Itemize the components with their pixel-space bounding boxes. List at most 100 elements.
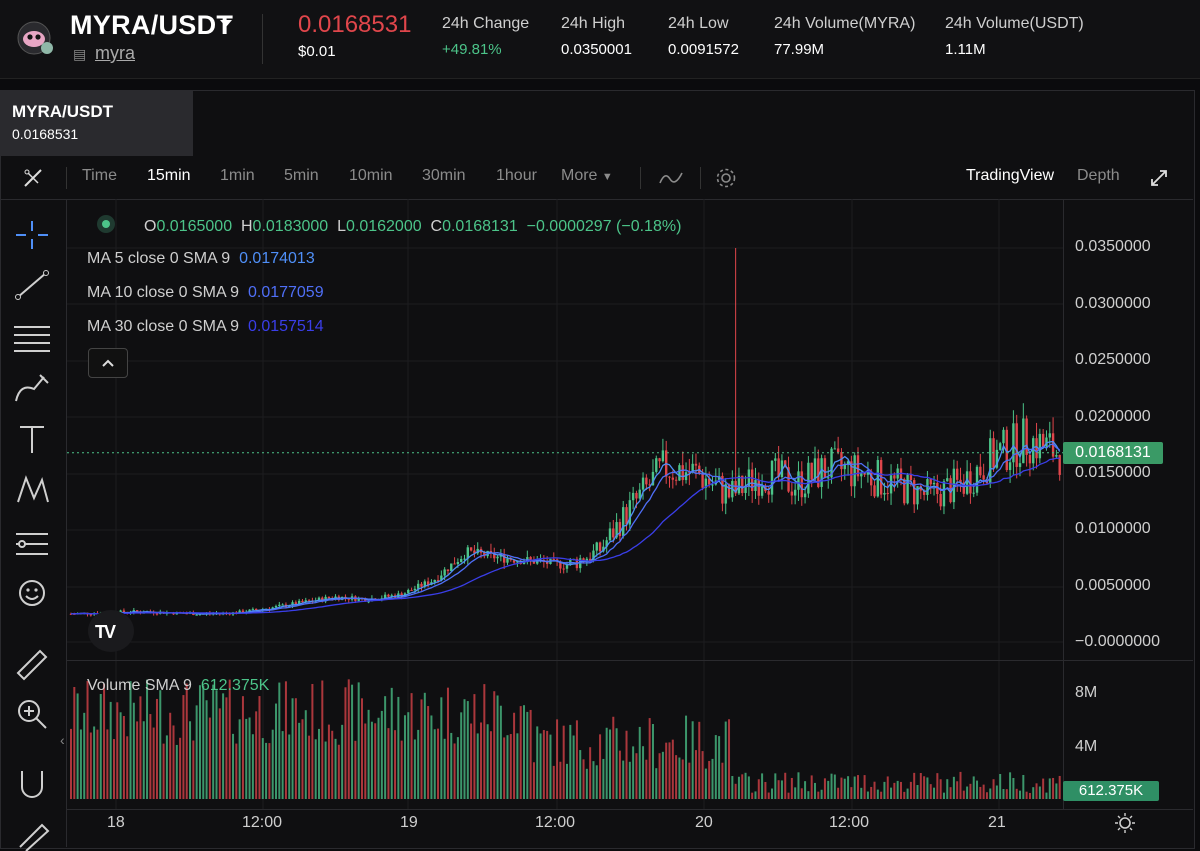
volume-bar — [714, 735, 717, 799]
view-tradingview[interactable]: TradingView — [966, 167, 1055, 184]
candle-body — [195, 614, 198, 616]
collapse-sidebar-icon[interactable]: ‹ — [60, 732, 65, 748]
trend-line-icon[interactable] — [12, 267, 52, 303]
volume-bar — [886, 776, 889, 799]
volume-bar — [926, 777, 929, 799]
volume-bar — [622, 760, 625, 799]
fib-lines-icon[interactable] — [12, 319, 52, 355]
ruler-icon[interactable] — [12, 645, 52, 681]
fullscreen-icon[interactable] — [1148, 167, 1170, 189]
volume-bar — [701, 751, 704, 799]
lock-drawing-icon[interactable] — [12, 815, 52, 851]
volume-bar — [513, 712, 516, 799]
volume-bar — [566, 763, 568, 799]
candle-body — [469, 547, 473, 551]
candle-body — [453, 563, 456, 565]
interval-10min[interactable]: 10min — [349, 167, 393, 184]
candle-body — [734, 480, 737, 494]
volume-bar — [410, 693, 413, 799]
more-label: More — [561, 167, 598, 184]
volume-bar — [883, 781, 886, 799]
emoji-icon[interactable] — [12, 575, 52, 611]
volume-bar — [384, 696, 387, 799]
volume-bar — [728, 719, 731, 799]
candle-body — [810, 462, 813, 480]
interval-1min[interactable]: 1min — [220, 167, 255, 184]
caret-down-icon[interactable] — [220, 20, 232, 27]
tab-pair-price: 0.0168531 — [12, 126, 79, 142]
candle-body — [1035, 438, 1038, 459]
prediction-tool-icon[interactable] — [12, 524, 52, 560]
candle-body — [724, 484, 727, 504]
brush-icon[interactable] — [12, 371, 52, 407]
view-depth[interactable]: Depth — [1077, 167, 1120, 184]
candle-body — [843, 464, 846, 470]
settings-gear-icon[interactable] — [715, 167, 737, 189]
token-link[interactable]: myra — [95, 43, 135, 63]
candle-body — [661, 450, 665, 462]
volume-bar — [132, 702, 135, 799]
candle-body — [1008, 462, 1012, 471]
series-visibility-toggle[interactable] — [97, 215, 115, 233]
tab-pair[interactable]: MYRA/USDT 0.0168531 — [0, 90, 193, 156]
candle-body — [598, 542, 602, 552]
crosshair-icon[interactable] — [12, 217, 52, 253]
drawing-toggle-icon[interactable] — [22, 167, 44, 189]
candle-body — [793, 489, 797, 496]
volume-bar — [225, 697, 228, 799]
candle-body — [383, 594, 387, 599]
volume-bar — [159, 690, 162, 799]
volume-bar — [754, 791, 757, 799]
candle-body — [625, 507, 628, 525]
collapse-legend-button[interactable] — [88, 348, 128, 378]
candle-body — [903, 479, 906, 504]
stat-24h-high: 24h High 0.0350001 — [561, 15, 632, 58]
candle-body — [932, 482, 936, 485]
volume-bar — [694, 750, 697, 799]
pair-selector[interactable]: MYRA/USDT — [70, 10, 234, 40]
volume-bar — [800, 788, 803, 799]
candle-body — [800, 471, 803, 498]
candle-body — [790, 491, 794, 496]
chart-settings-sun-icon[interactable] — [1114, 812, 1136, 834]
volume-bar — [380, 710, 383, 799]
interval-time[interactable]: Time — [82, 167, 117, 184]
price-chart[interactable] — [67, 199, 1063, 809]
volume-bar — [377, 717, 380, 799]
interval-5min[interactable]: 5min — [284, 167, 319, 184]
candle-body — [459, 558, 463, 562]
volume-bar — [241, 696, 244, 799]
text-tool-icon[interactable] — [12, 421, 52, 457]
volume-bar — [741, 774, 744, 799]
interval-more-button[interactable]: More ▼ — [561, 167, 613, 185]
volume-bar — [969, 783, 972, 799]
volume-bar — [794, 787, 797, 799]
interval-30min[interactable]: 30min — [422, 167, 466, 184]
volume-bar — [830, 773, 833, 799]
volume-bar — [519, 706, 522, 799]
volume-bar — [526, 711, 529, 799]
volume-bar — [483, 684, 486, 799]
pattern-tool-icon[interactable] — [12, 472, 52, 508]
volume-bar — [506, 735, 509, 799]
candle-body — [820, 458, 823, 487]
volume-bar — [119, 712, 122, 799]
volume-bar — [919, 772, 922, 799]
volume-bar — [182, 695, 185, 799]
magnet-icon[interactable] — [12, 767, 52, 803]
candle-body — [536, 560, 539, 564]
volume-bar — [810, 775, 813, 799]
chart-toolbar: Time 15min 1min 5min 10min 30min 1hour M… — [0, 157, 1193, 200]
volume-bar — [1058, 775, 1061, 799]
volume-bar — [959, 771, 962, 799]
volume-bar — [552, 765, 555, 799]
interval-1hour[interactable]: 1hour — [496, 167, 537, 184]
volume-bar — [523, 705, 526, 799]
interval-15min[interactable]: 15min — [147, 167, 191, 184]
volume-bar — [1035, 783, 1038, 799]
volume-bar — [86, 680, 89, 799]
indicators-icon[interactable] — [658, 169, 684, 187]
volume-bar — [1015, 788, 1018, 799]
volume-bar — [678, 757, 681, 799]
zoom-in-icon[interactable] — [12, 695, 52, 731]
